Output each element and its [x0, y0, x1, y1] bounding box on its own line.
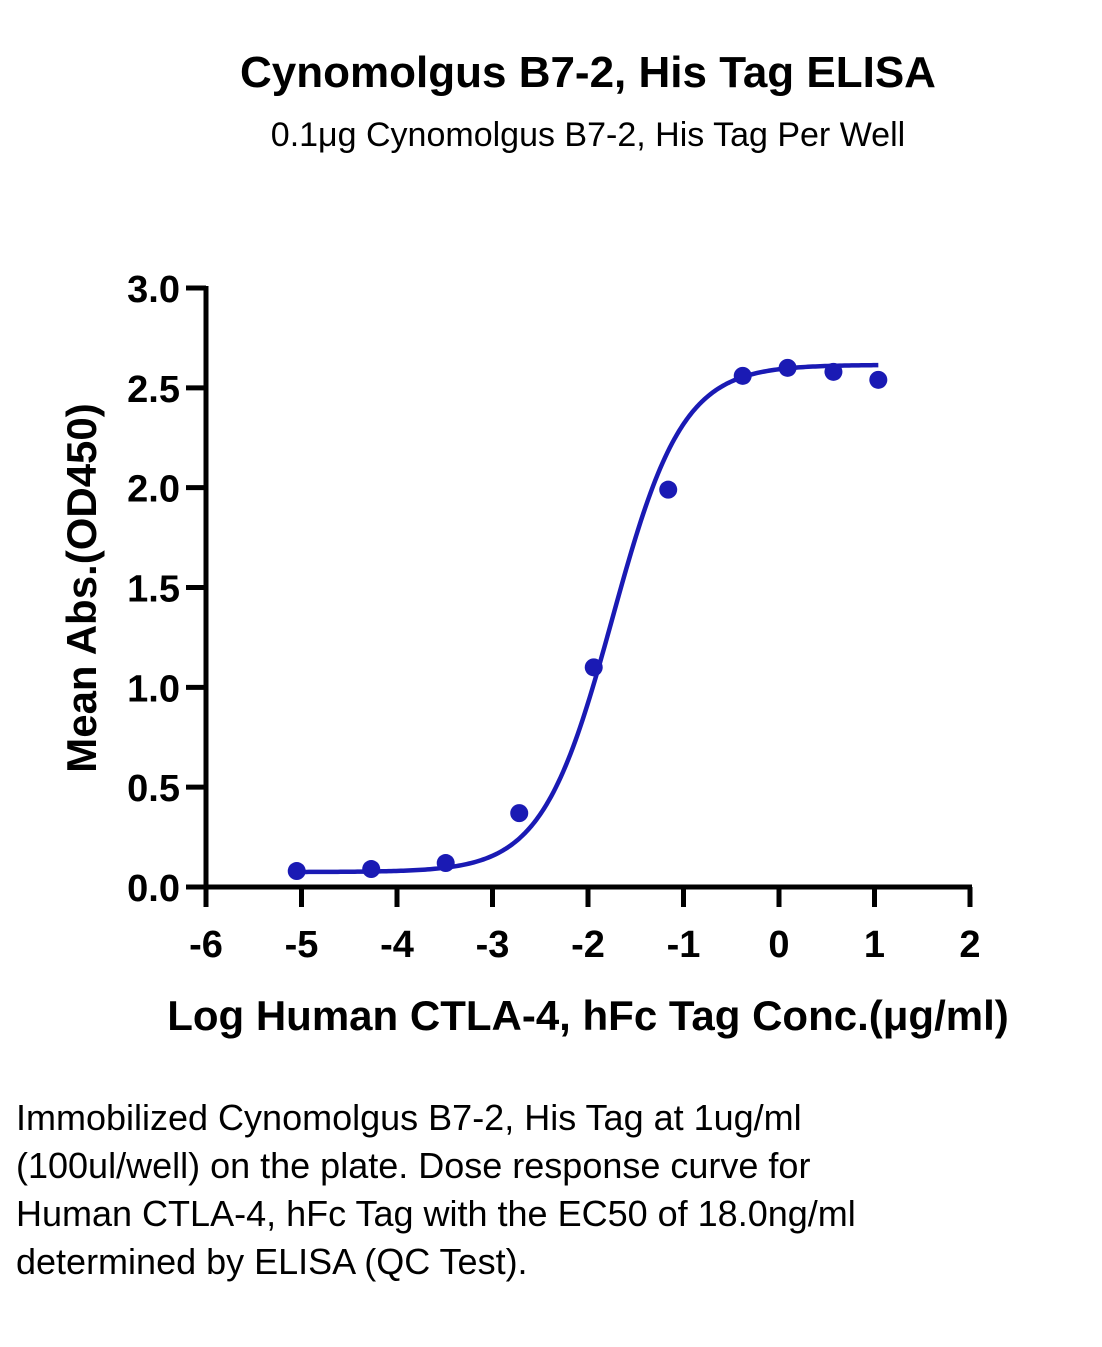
elisa-dose-response-chart: 0.0 0.5 1.0 1.5 2.0 2.5 3.0 -6 -5 -4 -3 -2 -1 0 1 2 Log… [58, 269, 1009, 1039]
data-point [824, 362, 843, 381]
data-point [659, 480, 678, 499]
x-tick-label: -1 [667, 924, 701, 966]
data-point [733, 366, 752, 385]
data-point [778, 358, 797, 377]
y-tick-label: 1.5 [127, 569, 180, 611]
data-point [287, 862, 306, 881]
y-tick-label: 3.0 [127, 269, 180, 311]
data-points-layer [287, 358, 888, 881]
figure-caption: Immobilized Cynomolgus B7-2, His Tag at … [16, 1097, 856, 1282]
x-tick-label: 0 [768, 924, 789, 966]
x-tick-label: -3 [476, 924, 510, 966]
chart-title: Cynomolgus B7-2, His Tag ELISA [240, 48, 936, 97]
data-point [510, 804, 529, 823]
data-point [436, 854, 455, 873]
x-tick-label: -4 [380, 924, 414, 966]
y-tick-label: 0.5 [127, 768, 180, 810]
x-axis-title: Log Human CTLA-4, hFc Tag Conc.(μg/ml) [167, 992, 1009, 1039]
x-tick-label: -6 [189, 924, 223, 966]
y-tick-label: 2.5 [127, 369, 180, 411]
x-tick-label: 2 [959, 924, 980, 966]
chart-subtitle: 0.1μg Cynomolgus B7-2, His Tag Per Well [270, 116, 906, 154]
x-tick-label: -2 [571, 924, 605, 966]
y-tick-label: 2.0 [127, 469, 180, 511]
y-tick-label: 1.0 [127, 668, 180, 710]
fit-curve-layer [296, 362, 879, 875]
data-point [362, 860, 381, 879]
y-axis-title: Mean Abs.(OD450) [58, 403, 105, 773]
y-tick-label: 0.0 [127, 868, 180, 910]
fit-curve [296, 362, 879, 875]
data-point [869, 370, 888, 389]
x-tick-label: -5 [285, 924, 319, 966]
x-tick-label: 1 [864, 924, 885, 966]
chart-axes: 0.0 0.5 1.0 1.5 2.0 2.5 3.0 -6 -5 -4 -3 -2 -1 0 1 2 [127, 269, 980, 966]
data-point [584, 658, 603, 677]
